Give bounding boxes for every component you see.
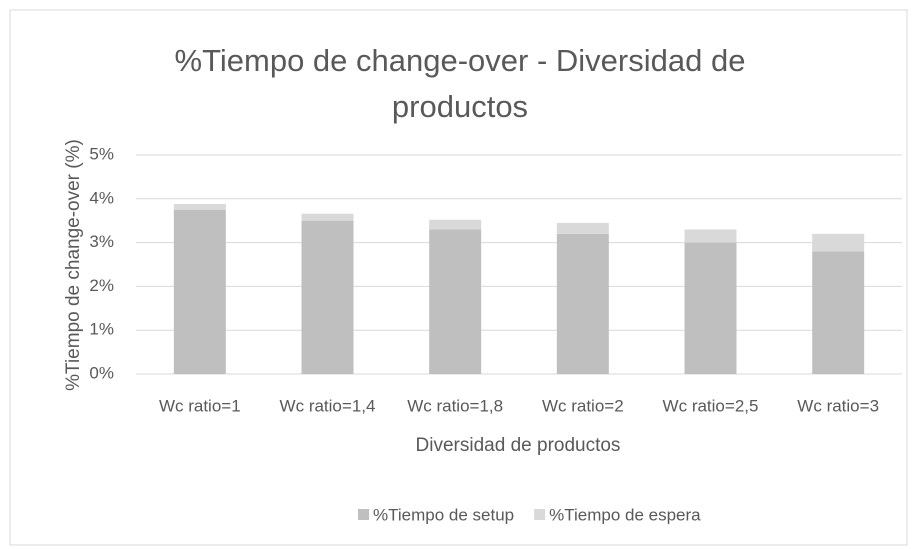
- chart-title: %Tiempo de change-over - Diversidad de p…: [174, 43, 746, 124]
- x-tick-label: Wc ratio=2: [542, 396, 624, 415]
- bar-segment: [684, 229, 737, 243]
- legend-swatch: [358, 509, 369, 520]
- x-tick-label: Wc ratio=1: [159, 396, 241, 415]
- y-tick-label: 4%: [89, 188, 114, 207]
- y-tick-label: 5%: [89, 144, 114, 163]
- bar-segment: [173, 204, 226, 210]
- bar-segment: [556, 233, 609, 374]
- bar-segment: [301, 213, 354, 221]
- y-tick-label: 2%: [89, 276, 114, 295]
- x-tick-label: Wc ratio=1,4: [280, 396, 376, 415]
- bar-segment: [684, 242, 737, 374]
- y-tick-label: 3%: [89, 232, 114, 251]
- x-tick-label: Wc ratio=1,8: [407, 396, 503, 415]
- bar-segment: [173, 209, 226, 374]
- legend-label: %Tiempo de espera: [549, 505, 701, 524]
- bar-segment: [812, 233, 865, 252]
- bar-segment: [556, 222, 609, 234]
- bar-segment: [429, 229, 482, 374]
- x-axis-label: Diversidad de productos: [416, 435, 621, 456]
- y-tick-label: 1%: [89, 320, 114, 339]
- y-axis-label: %Tiempo de change-over (%): [63, 139, 84, 391]
- bar-segment: [812, 251, 865, 374]
- bar-segment: [429, 219, 482, 230]
- bar-segment: [301, 220, 354, 374]
- x-tick-label: Wc ratio=2,5: [663, 396, 759, 415]
- legend-swatch: [534, 509, 546, 520]
- legend-label: %Tiempo de setup: [373, 505, 514, 524]
- y-tick-label: 0%: [89, 363, 114, 382]
- x-tick-label: Wc ratio=3: [797, 396, 879, 415]
